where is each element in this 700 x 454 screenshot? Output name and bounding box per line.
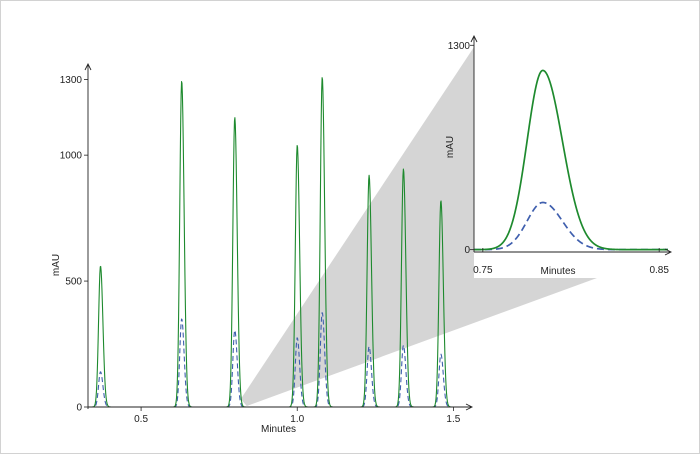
inset-solid-series-line xyxy=(473,69,669,251)
inset-x-axis-arrow xyxy=(664,248,673,256)
zoom-shading-wedge xyxy=(240,47,668,406)
inset-y-tick-label: 1300 xyxy=(448,41,471,52)
inset-series-group xyxy=(473,69,669,251)
inset-x-axis-title: Minutes xyxy=(540,266,575,277)
inset-y-axis-arrow xyxy=(470,34,478,43)
main-x-tick-label: 0.5 xyxy=(134,414,148,425)
inset-y-tick-label: 0 xyxy=(464,245,470,256)
main-x-tick-label: 1.5 xyxy=(446,414,460,425)
main-y-tick-label: 1300 xyxy=(60,75,83,86)
inset-x-tick-label: 0.75 xyxy=(473,265,493,276)
main-y-tick-label: 1000 xyxy=(60,151,83,162)
main-y-tick-label: 0 xyxy=(76,403,82,414)
main-x-tick-label: 1.0 xyxy=(290,414,304,425)
main-x-axis-title: Minutes xyxy=(261,424,296,435)
main-y-axis-title: mAU xyxy=(51,254,62,276)
main-y-tick-label: 500 xyxy=(65,277,82,288)
inset-x-tick-label: 0.85 xyxy=(649,265,669,276)
main-y-axis-arrow xyxy=(84,62,92,71)
main-x-axis-arrow xyxy=(465,403,474,411)
inset-y-axis-title: mAU xyxy=(445,136,456,158)
